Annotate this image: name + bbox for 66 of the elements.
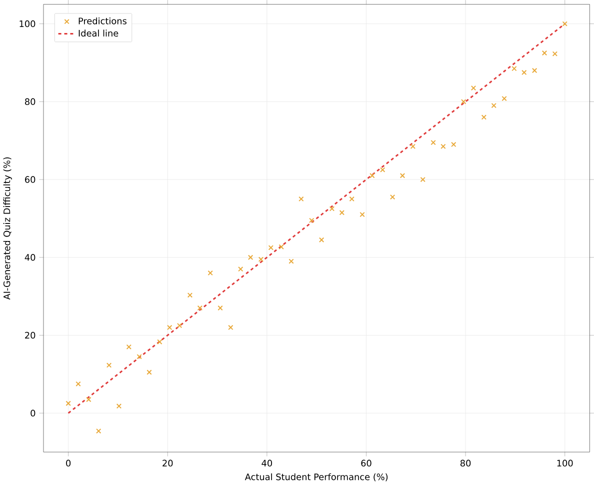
point: [197, 306, 202, 311]
point: [440, 144, 446, 150]
point: [532, 68, 538, 74]
point: [228, 325, 234, 330]
point: [380, 167, 386, 173]
point: [268, 245, 274, 250]
x-axis-title: Actual Student Performance (%): [244, 474, 388, 482]
point: [349, 196, 354, 202]
point: [278, 244, 284, 250]
point: [491, 103, 496, 108]
x-tick-label: 80: [460, 460, 471, 467]
point: [318, 237, 324, 243]
point: [481, 114, 487, 120]
point: [512, 66, 517, 72]
point: [460, 99, 466, 104]
x-tick-label: 100: [557, 460, 573, 467]
y-tick-label: 100: [20, 20, 36, 28]
y-tick-label: 40: [24, 254, 36, 261]
point: [126, 344, 132, 350]
point: [136, 354, 142, 360]
point: [116, 404, 122, 409]
legend-label: Ideal line: [78, 30, 118, 37]
point: [430, 140, 436, 146]
point: [410, 144, 416, 150]
legend-label: Predictions: [78, 18, 126, 25]
point: [552, 51, 558, 57]
x-tick-label: 40: [262, 460, 272, 467]
point: [238, 266, 244, 272]
y-axis-title: AI-Generated Quiz Difficulty (%): [3, 158, 12, 300]
point: [370, 173, 375, 178]
point: [96, 428, 102, 434]
point: [329, 206, 335, 212]
point: [208, 270, 213, 276]
point: [542, 50, 548, 56]
point: [420, 177, 426, 182]
point: [86, 397, 92, 402]
point: [309, 218, 314, 224]
x-tick-label: 0: [66, 460, 71, 467]
point: [146, 370, 152, 376]
point: [258, 256, 264, 262]
point: [176, 323, 182, 328]
point: [451, 142, 456, 148]
y-tick-label: 20: [25, 332, 36, 339]
y-tick-label: 60: [25, 176, 36, 184]
point: [400, 173, 406, 178]
point: [390, 194, 396, 200]
point: [522, 70, 527, 76]
point: [66, 400, 71, 406]
point: [502, 96, 507, 102]
point: [106, 362, 112, 368]
point: [562, 21, 568, 27]
point: [360, 212, 365, 218]
y-tick-label: 0: [30, 410, 36, 417]
point: [187, 292, 193, 298]
x-tick-label: 20: [162, 460, 173, 467]
point: [288, 258, 294, 264]
point: [248, 254, 254, 260]
point: [218, 306, 223, 311]
point: [298, 196, 304, 202]
point: [470, 86, 476, 91]
point: [157, 339, 162, 345]
point: [339, 210, 345, 216]
y-tick-label: 80: [25, 98, 36, 106]
point: [167, 325, 172, 330]
x-tick-label: 60: [361, 460, 372, 467]
point: [76, 382, 81, 387]
